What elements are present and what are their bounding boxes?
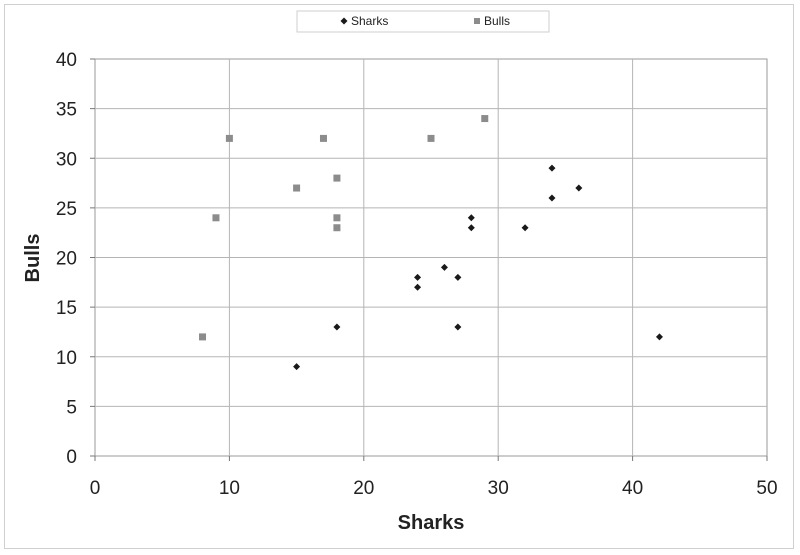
legend-marker-sharks	[340, 17, 348, 25]
data-point-sharks	[548, 164, 556, 172]
data-point-sharks	[414, 273, 422, 281]
data-point-bulls	[427, 134, 435, 142]
x-tick-label: 30	[488, 478, 509, 499]
data-point-sharks	[440, 263, 448, 271]
data-points	[199, 115, 663, 371]
data-point-bulls	[319, 134, 327, 142]
data-point-bulls	[481, 115, 489, 123]
x-tick-label: 0	[90, 478, 101, 499]
x-tick-label: 20	[353, 478, 374, 499]
y-tick-label: 5	[66, 397, 77, 418]
legend: Sharks Bulls	[296, 10, 550, 33]
data-point-bulls	[293, 184, 301, 192]
y-tick-label: 10	[56, 348, 77, 369]
y-tick-label: 15	[56, 298, 77, 319]
y-tick-label: 20	[56, 249, 77, 270]
data-point-sharks	[293, 363, 301, 371]
y-tick-label: 0	[66, 447, 77, 468]
x-tick-label: 50	[756, 478, 777, 499]
x-tick-label: 10	[219, 478, 240, 499]
data-point-sharks	[548, 194, 556, 202]
data-point-sharks	[414, 283, 422, 291]
data-point-sharks	[467, 224, 475, 232]
legend-label-bulls: Bulls	[484, 14, 510, 28]
y-tick-label: 35	[56, 100, 77, 121]
legend-marker-bulls	[474, 18, 480, 24]
y-tick-label: 40	[56, 50, 77, 71]
data-point-bulls	[333, 214, 341, 222]
tick-labels: 0 10 20 30 40 50 0 5 10 15 20 25 30 35 40	[56, 50, 778, 499]
data-point-sharks	[575, 184, 583, 192]
data-point-bulls	[199, 333, 207, 341]
data-point-sharks	[333, 323, 341, 331]
data-point-sharks	[521, 224, 529, 232]
data-point-bulls	[225, 134, 233, 142]
data-point-sharks	[467, 214, 475, 222]
data-point-sharks	[454, 323, 462, 331]
y-tick-label: 30	[56, 149, 77, 170]
series-sharks	[293, 164, 663, 371]
data-point-bulls	[333, 224, 341, 232]
x-axis-title: Sharks	[398, 512, 465, 534]
chart-frame	[4, 4, 794, 549]
legend-box	[296, 10, 550, 33]
data-point-bulls	[212, 214, 220, 222]
data-point-sharks	[655, 333, 663, 341]
x-tick-label: 40	[622, 478, 643, 499]
data-point-bulls	[333, 174, 341, 182]
y-axis-title: Bulls	[22, 234, 44, 283]
legend-label-sharks: Sharks	[351, 14, 388, 28]
y-tick-label: 25	[56, 199, 77, 220]
series-bulls	[199, 115, 489, 341]
data-point-sharks	[454, 273, 462, 281]
gridlines	[90, 58, 768, 461]
